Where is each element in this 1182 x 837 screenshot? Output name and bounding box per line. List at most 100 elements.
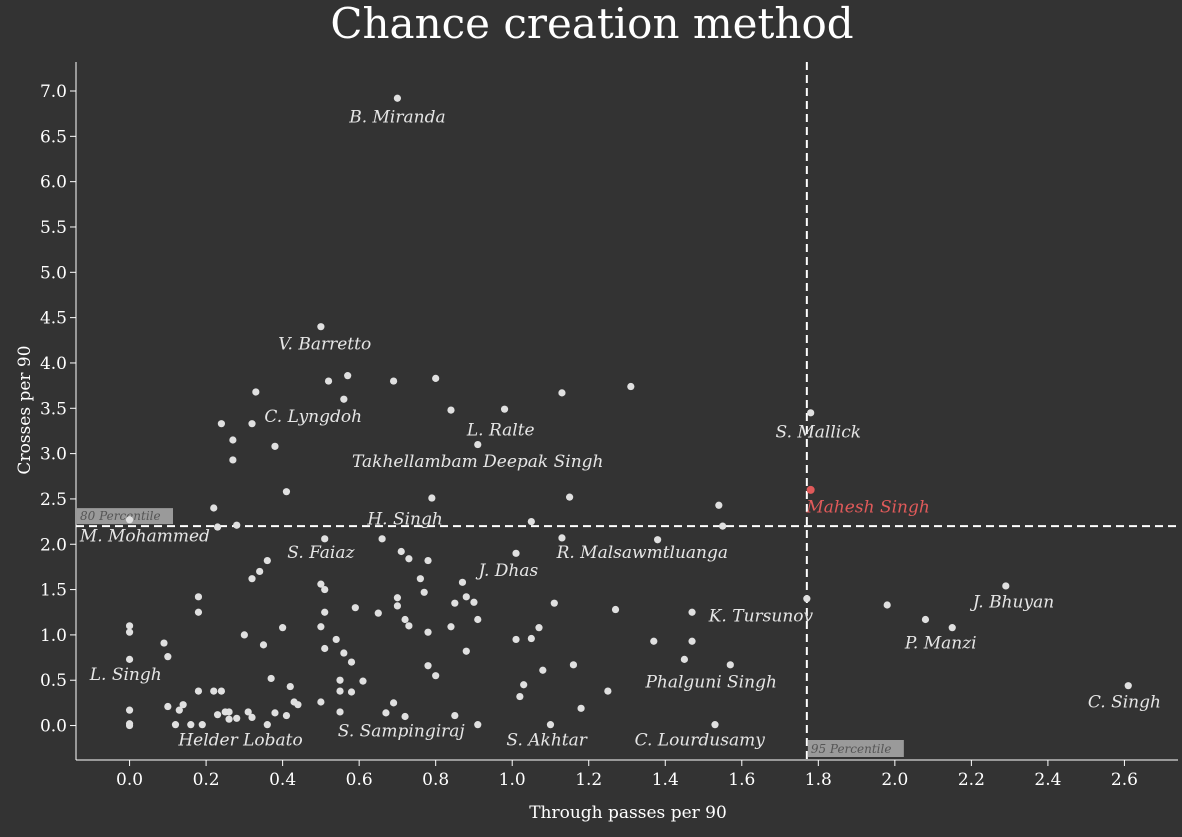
data-point (719, 522, 727, 530)
data-point (389, 377, 398, 385)
point-label: S. Mallick (776, 422, 862, 442)
data-point (279, 624, 287, 632)
data-point (240, 631, 248, 639)
data-point (229, 456, 237, 464)
data-point (447, 406, 455, 414)
data-point (654, 536, 662, 544)
data-point (546, 721, 555, 729)
data-point (271, 442, 279, 450)
y-tick-label: 1.5 (40, 581, 67, 601)
point-label: J. Dhas (476, 561, 539, 581)
y-tick-label: 2.0 (40, 535, 67, 555)
data-point (382, 709, 390, 717)
data-point (217, 420, 226, 428)
data-point (688, 608, 696, 616)
y-tick-label: 4.5 (40, 309, 67, 329)
y-tick-label: 6.5 (40, 127, 67, 147)
data-point (539, 666, 547, 674)
data-point (401, 615, 409, 624)
data-point (317, 623, 325, 631)
chart-title: Chance creation method (330, 0, 853, 48)
data-point (125, 721, 134, 730)
data-point (125, 628, 134, 636)
data-point (359, 677, 367, 685)
data-point (194, 687, 203, 695)
point-label: Helder Lobato (177, 730, 302, 750)
data-point (474, 721, 482, 729)
data-point (267, 674, 275, 683)
point-label: R. Malsawmtluanga (556, 543, 728, 563)
data-point (171, 721, 180, 729)
point-label: P. Manzi (904, 634, 977, 654)
data-point (715, 501, 723, 509)
data-point (627, 382, 635, 391)
data-point (336, 687, 344, 695)
data-point (447, 623, 455, 631)
data-point (213, 711, 222, 719)
data-point (286, 682, 294, 691)
data-point (535, 624, 543, 632)
point-label: H. Singh (366, 509, 443, 529)
y-tick-label: 0.0 (40, 717, 67, 737)
data-point (248, 575, 256, 583)
data-point (462, 647, 470, 655)
data-point (405, 622, 413, 630)
point-label: S. Akhtar (506, 730, 587, 750)
data-point (233, 521, 241, 529)
data-point (256, 567, 264, 576)
data-point (164, 702, 172, 711)
x-tick-label: 1.4 (652, 770, 679, 790)
data-point (321, 535, 329, 543)
data-point (317, 698, 325, 706)
x-tick-label: 1.6 (728, 770, 755, 790)
x-tick-label: 2.0 (881, 770, 908, 790)
data-point (160, 639, 168, 647)
y-tick-label: 5.5 (40, 218, 67, 238)
point-label: S. Sampingiraj (338, 721, 466, 741)
data-point (512, 549, 520, 557)
x-tick-label: 1.2 (575, 770, 602, 790)
data-point (225, 715, 233, 723)
data-point (516, 692, 524, 701)
data-point (424, 556, 432, 565)
data-point (558, 534, 566, 542)
point-label: K. Tursunov (708, 606, 814, 626)
data-point (263, 721, 271, 729)
percentile-label: 95 Percentile (811, 742, 892, 756)
data-point (263, 556, 271, 565)
data-point (420, 588, 428, 596)
percentile-label-box (77, 508, 173, 525)
data-point (248, 713, 256, 721)
reference-lines: 80 Percentile 95 Percentile (76, 62, 1178, 760)
data-point (527, 634, 535, 643)
axes: 0.0 0.2 0.4 0.6 0.8 1.0 1.2 1.4 1.6 1.8 2.0 2.2 2.4 2… (40, 62, 1178, 790)
data-point (688, 637, 696, 645)
data-point (550, 599, 558, 607)
data-point (347, 688, 356, 696)
data-point (807, 409, 815, 417)
data-point (512, 635, 520, 644)
x-tick-label: 0.8 (422, 770, 449, 790)
y-tick-label: 5.0 (40, 263, 67, 283)
data-point (527, 517, 535, 526)
y-tick-label: 3.0 (40, 445, 67, 465)
data-point (294, 701, 302, 709)
data-point (198, 721, 206, 729)
y-tick-label: 4.0 (40, 354, 67, 374)
data-point (194, 593, 203, 601)
point-label: M. Mohammed (79, 527, 210, 547)
x-tick-label: 0.6 (346, 770, 373, 790)
y-tick-label: 6.0 (40, 173, 67, 193)
data-point (711, 721, 719, 729)
data-point (125, 622, 134, 630)
point-label: Takhellambam Deepak Singh (352, 452, 603, 472)
data-point (125, 655, 134, 663)
point-label: Phalguni Singh (644, 672, 776, 692)
data-point (248, 420, 256, 428)
x-tick-label: 0.0 (116, 770, 143, 790)
x-tick-label: 2.4 (1034, 770, 1061, 790)
y-tick-label: 0.5 (40, 671, 67, 691)
point-label: L. Singh (89, 665, 162, 685)
data-point (336, 708, 344, 716)
data-point (194, 608, 203, 616)
